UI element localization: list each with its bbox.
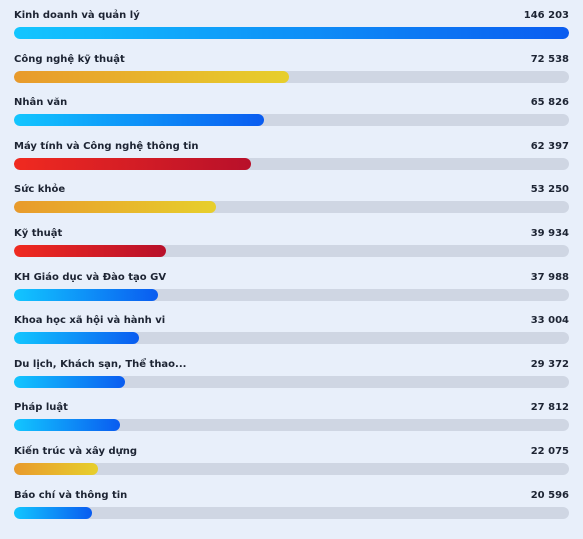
bar [14,114,264,127]
bar [14,506,92,519]
category-label: Máy tính và Công nghệ thông tin [14,140,199,152]
bar-row: Báo chí và thông tin 20 596 [14,489,569,521]
bar-row: Công nghệ kỹ thuật 72 538 [14,53,569,85]
bar [14,27,569,39]
bar-track [14,375,569,388]
category-label: Pháp luật [14,402,68,414]
bar [14,201,216,214]
bar [14,70,289,83]
bar-track [14,201,569,214]
value-label: 146 203 [523,10,569,21]
bar-row: KH Giáo dục và Đào tạo GV 37 988 [14,271,569,303]
value-label: 22 075 [530,446,569,457]
bar-row: Kiến trúc và xây dựng 22 075 [14,445,569,477]
bar [14,463,98,475]
value-label: 62 397 [530,140,569,152]
bar-track [14,245,569,257]
bar-row: Nhân văn 65 826 [14,96,569,128]
category-label: Kỹ thuật [14,228,63,239]
value-label: 37 988 [530,271,569,283]
value-label: 65 826 [530,97,569,109]
category-label: KH Giáo dục và Đào tạo GV [14,271,167,283]
bar-track [14,157,569,170]
bar-track [14,288,569,301]
category-label: Du lịch, Khách sạn, Thể thao... [14,358,187,370]
category-label: Khoa học xã hội và hành vi [14,315,166,327]
bar [14,375,125,388]
bar-row: Sức khỏe 53 250 [14,183,569,215]
bar-row: Du lịch, Khách sạn, Thể thao... 29 372 [14,358,569,390]
bar-row: Khoa học xã hội và hành vi 33 004 [14,314,569,346]
bar-track [14,506,569,519]
category-label: Sức khỏe [14,184,66,196]
value-label: 39 934 [530,228,569,239]
bar [14,332,139,345]
value-label: 20 596 [530,489,569,501]
bar [14,419,120,432]
bar-track [14,27,569,39]
category-label: Báo chí và thông tin [14,489,128,501]
bar-track [14,332,569,345]
category-label: Công nghệ kỹ thuật [14,53,125,65]
category-label: Kiến trúc và xây dựng [14,446,137,457]
bar-track [14,70,569,83]
bar [14,245,166,257]
value-label: 72 538 [530,53,569,65]
bar-row: Máy tính và Công nghệ thông tin 62 397 [14,140,569,172]
bar-row: Kinh doanh và quản lý 146 203 [14,9,569,41]
bar-row: Pháp luật 27 812 [14,401,569,433]
value-label: 33 004 [530,315,569,327]
category-label: Nhân văn [14,97,68,109]
bar-track [14,419,569,432]
bar-row: Kỹ thuật 39 934 [14,227,569,259]
category-label: Kinh doanh và quản lý [14,10,140,21]
bar-track [14,114,569,127]
bar [14,288,158,301]
bar-track [14,463,569,475]
value-label: 27 812 [530,402,569,414]
value-label: 53 250 [530,184,569,196]
bar [14,157,251,170]
value-label: 29 372 [530,358,569,370]
